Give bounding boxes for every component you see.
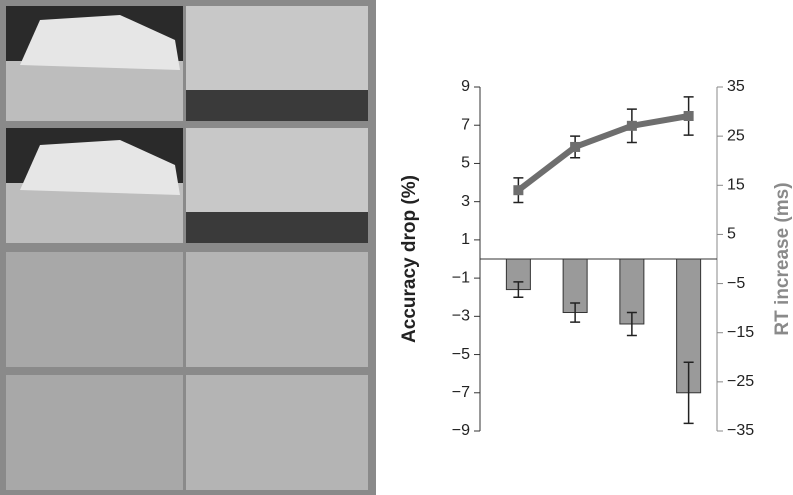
y2-tick-label: −25 bbox=[727, 373, 754, 390]
y2-tick-label: −35 bbox=[727, 422, 754, 439]
photo bbox=[6, 252, 183, 367]
y-tick-label: −7 bbox=[452, 384, 470, 401]
line bbox=[518, 116, 688, 190]
y2-tick-label: 15 bbox=[727, 177, 745, 194]
y-tick-label: −9 bbox=[452, 422, 470, 439]
y-tick-label: −3 bbox=[452, 308, 470, 325]
y-tick-label: 5 bbox=[461, 155, 470, 172]
y2-axis-title: RT increase (ms) bbox=[772, 182, 793, 335]
figure: Accuracy drop (%) RT increase (ms) −9 −7 −… bbox=[0, 0, 793, 495]
y2-tick-label: 35 bbox=[727, 78, 745, 95]
point bbox=[684, 111, 694, 121]
y2-tick-label: 25 bbox=[727, 127, 745, 144]
y-tick-label: 3 bbox=[461, 193, 470, 210]
y-tick-label: 1 bbox=[461, 231, 470, 248]
photo bbox=[186, 212, 368, 243]
y-tick-label: −5 bbox=[452, 346, 470, 363]
y2-tick-label: −5 bbox=[727, 275, 745, 292]
y-tick-label: −1 bbox=[452, 269, 470, 286]
y2-tick-label: 5 bbox=[727, 226, 736, 243]
point bbox=[570, 142, 580, 152]
y-tick-label: 9 bbox=[461, 78, 470, 95]
photo bbox=[6, 375, 183, 490]
y2-tick-label: −15 bbox=[727, 324, 754, 341]
photo bbox=[186, 90, 368, 121]
point bbox=[627, 121, 637, 131]
point bbox=[513, 185, 523, 195]
photo bbox=[186, 252, 368, 367]
photo bbox=[186, 375, 368, 490]
y-axis-title: Accuracy drop (%) bbox=[399, 175, 420, 343]
y-tick-label: 7 bbox=[461, 116, 470, 133]
photo-panel bbox=[0, 0, 376, 495]
